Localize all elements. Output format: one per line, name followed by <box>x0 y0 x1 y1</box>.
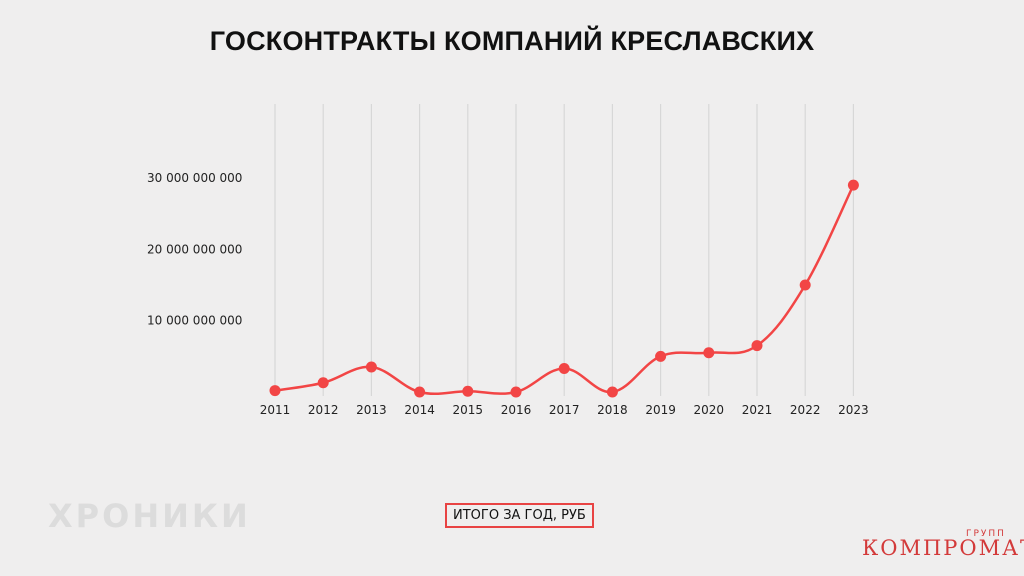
x-tick-label: 2011 <box>260 403 291 417</box>
data-point <box>510 386 522 398</box>
x-tick-label: 2014 <box>404 403 435 417</box>
x-tick-label: 2021 <box>742 403 773 417</box>
x-tick-label: 2018 <box>597 403 628 417</box>
data-point <box>799 279 811 291</box>
data-point <box>558 362 570 374</box>
data-point <box>847 179 859 191</box>
data-point <box>655 350 667 362</box>
x-tick-label: 2019 <box>645 403 676 417</box>
y-axis: 10 000 000 000 20 000 000 000 30 000 000 0… <box>147 171 242 328</box>
grid-layer <box>274 104 855 396</box>
x-tick-label: 2023 <box>838 403 869 417</box>
x-tick-label: 2022 <box>790 403 821 417</box>
x-tick-label: 2020 <box>694 403 725 417</box>
x-tick-label: 2017 <box>549 403 580 417</box>
brand-logo-right-small: ГРУПП <box>966 529 1006 539</box>
y-tick-label: 20 000 000 000 <box>147 242 242 256</box>
x-tick-label: 2016 <box>501 403 532 417</box>
data-point <box>751 340 763 352</box>
data-point <box>365 361 377 373</box>
data-points <box>269 179 859 398</box>
data-point <box>269 385 281 397</box>
y-tick-label: 10 000 000 000 <box>147 314 242 328</box>
data-point <box>414 386 426 398</box>
data-point <box>462 385 474 397</box>
x-axis: 2011 2012 2013 2014 2015 2016 2017 2018 2019 2020… <box>260 403 869 417</box>
x-tick-label: 2015 <box>453 403 484 417</box>
data-point <box>317 377 329 389</box>
data-point <box>606 386 618 398</box>
x-tick-label: 2012 <box>308 403 339 417</box>
y-tick-label: 30 000 000 000 <box>147 171 242 185</box>
chart-title: ГОСКОНТРАКТЫ КОМПАНИЙ КРЕСЛАВСКИХ <box>209 26 815 56</box>
data-point <box>703 347 715 359</box>
brand-logo-right: КОМПРОМАТ <box>862 536 1024 560</box>
x-tick-label: 2013 <box>356 403 387 417</box>
brand-logo-left: ХРОНИКИ <box>48 497 251 535</box>
legend-entry: ИТОГО ЗА ГОД, РУБ <box>445 503 594 528</box>
